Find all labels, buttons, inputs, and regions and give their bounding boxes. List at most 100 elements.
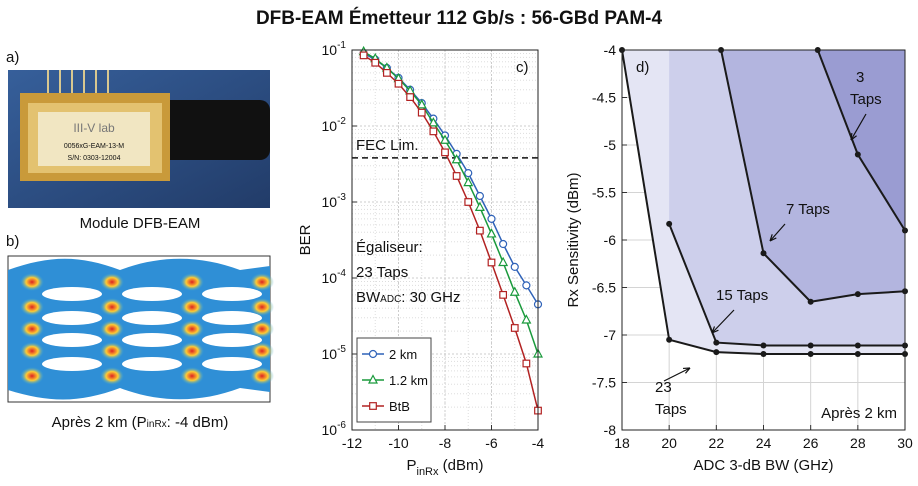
marker xyxy=(854,351,861,357)
caption-text: : -4 dBm) xyxy=(167,414,229,431)
series-line xyxy=(363,54,539,411)
label-text: P xyxy=(406,457,416,474)
eye-crossing xyxy=(20,298,44,316)
eye-crossing xyxy=(180,298,204,316)
marker xyxy=(429,127,438,136)
marker xyxy=(807,351,814,357)
note: 23 Taps xyxy=(356,264,408,281)
x-tick-label: 24 xyxy=(756,435,772,451)
arrow xyxy=(711,309,735,334)
marker xyxy=(464,169,473,178)
marker xyxy=(394,79,403,88)
legend-label: 2 km xyxy=(389,347,417,362)
marker xyxy=(509,286,520,296)
marker xyxy=(807,342,814,349)
eye-crossing xyxy=(20,342,44,360)
marker xyxy=(359,51,368,60)
y-axis-label: BER xyxy=(297,224,314,255)
y-tick-label: 10-3 xyxy=(322,192,347,210)
marker xyxy=(406,93,415,102)
note: Égaliseur: xyxy=(356,239,423,256)
y-tick-label: 10-4 xyxy=(322,268,347,286)
arrow xyxy=(769,223,786,242)
marker xyxy=(666,336,673,343)
eye-opening xyxy=(42,311,102,325)
eye-opening xyxy=(202,311,262,325)
y-tick-label: 10-6 xyxy=(322,420,347,438)
eye-opening xyxy=(42,333,102,347)
eye-crossing xyxy=(20,320,44,338)
note: Après 2 km xyxy=(821,405,897,422)
marker xyxy=(475,226,484,235)
arrow xyxy=(850,113,867,141)
x-tick-label: 28 xyxy=(850,435,866,451)
marker xyxy=(474,201,485,211)
tick-base: 10 xyxy=(322,118,338,134)
y-tick-label: 10-2 xyxy=(322,116,347,134)
series-line xyxy=(668,223,905,347)
y-tick-label: -6 xyxy=(604,232,617,248)
marker xyxy=(522,281,531,290)
marker xyxy=(417,108,426,117)
eye-crossing xyxy=(100,298,124,316)
eye-crossing xyxy=(250,342,274,360)
x-tick-label: -6 xyxy=(485,435,498,451)
tick-exponent: -3 xyxy=(337,192,346,203)
eye-crossing xyxy=(180,367,204,385)
tick-exponent: -2 xyxy=(337,116,346,127)
panel-label: a) xyxy=(6,49,19,66)
tick-base: 10 xyxy=(322,42,338,58)
series-label: Taps xyxy=(655,401,687,418)
tick-exponent: -5 xyxy=(337,344,346,355)
marker xyxy=(463,176,474,187)
marker xyxy=(522,359,531,368)
panel-label: c) xyxy=(516,59,529,76)
y-tick-label: -7.5 xyxy=(592,375,616,391)
eye-caption: Après 2 km (PinRx: -4 dBm) xyxy=(52,414,229,431)
x-tick-label: 18 xyxy=(614,435,630,451)
marker xyxy=(713,339,720,346)
label-text: (dBm) xyxy=(439,457,484,474)
note-subscript: ADC xyxy=(380,294,401,305)
marker xyxy=(498,256,509,267)
eye-crossing xyxy=(180,273,204,291)
photo-part: 0056xG-EAM-13-M xyxy=(64,143,124,150)
eye-opening xyxy=(42,357,102,371)
eye-crossing xyxy=(180,320,204,338)
y-tick-label: -7 xyxy=(604,327,617,343)
arrow-head xyxy=(711,326,719,334)
figure-title: DFB-EAM Émetteur 112 Gb/s : 56-GBd PAM-4 xyxy=(256,7,663,29)
eye-crossing xyxy=(100,273,124,291)
legend-label: 1.2 km xyxy=(389,373,428,388)
tick-base: 10 xyxy=(322,422,338,438)
marker xyxy=(807,298,814,305)
marker xyxy=(760,351,767,357)
y-axis-label: Rx Sensitivity (dBm) xyxy=(565,172,582,307)
marker xyxy=(371,58,380,67)
eye-opening xyxy=(202,333,262,347)
series-area xyxy=(817,50,905,231)
legend-marker xyxy=(368,349,378,359)
marker xyxy=(499,290,508,299)
tick-exponent: -1 xyxy=(337,40,346,51)
eye-crossing xyxy=(100,320,124,338)
eye-crossing xyxy=(250,320,274,338)
series-label: Taps xyxy=(850,91,882,108)
y-tick-label: -5.5 xyxy=(592,185,616,201)
y-tick-label: -4.5 xyxy=(592,90,616,106)
eye-opening xyxy=(202,287,262,301)
caption-text: Après 2 km (P xyxy=(52,414,147,431)
eye-crossing xyxy=(100,367,124,385)
y-tick-label: -4 xyxy=(604,42,617,58)
marker xyxy=(510,262,519,271)
marker xyxy=(760,342,767,349)
note-text: : 30 GHz xyxy=(401,289,460,306)
tick-exponent: -4 xyxy=(337,268,346,279)
note: BWADC: 30 GHz xyxy=(356,289,460,306)
y-tick-label: -5 xyxy=(604,137,617,153)
y-tick-label: 10-5 xyxy=(322,344,347,362)
eye-opening xyxy=(122,287,182,301)
x-tick-label: 26 xyxy=(803,435,819,451)
y-tick-label: 10-1 xyxy=(322,40,347,58)
